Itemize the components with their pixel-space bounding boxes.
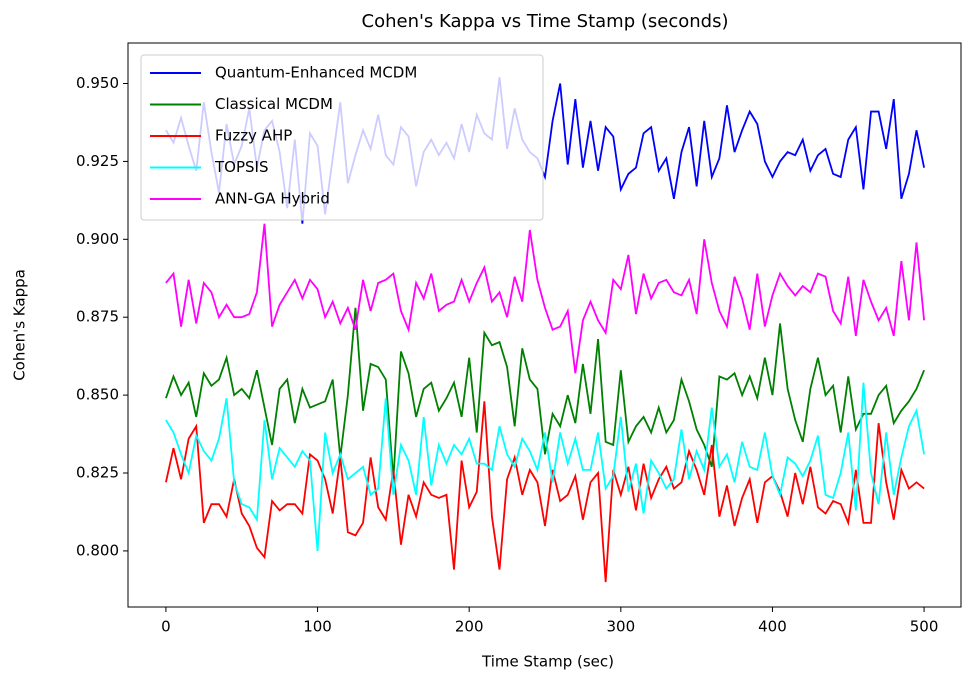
y-tick-label: 0.800 — [76, 541, 119, 559]
x-tick-label: 300 — [606, 618, 635, 636]
y-tick-label: 0.950 — [76, 74, 119, 92]
legend-label: TOPSIS — [214, 158, 268, 176]
legend-label: Fuzzy AHP — [215, 127, 292, 145]
y-tick-label: 0.925 — [76, 152, 119, 170]
series-line — [165, 223, 925, 374]
y-axis-label: Cohen's Kappa — [11, 269, 29, 381]
legend-label: Classical MCDM — [215, 95, 333, 113]
x-tick-label: 200 — [455, 618, 484, 636]
x-tick-label: 0 — [161, 618, 171, 636]
x-axis-label: Time Stamp (sec) — [481, 653, 614, 671]
legend-label: Quantum-Enhanced MCDM — [215, 64, 417, 82]
legend: Quantum-Enhanced MCDM Classical MCDM Fuzzy… — [140, 54, 544, 221]
y-tick-label: 0.825 — [76, 464, 119, 482]
legend-label: ANN-GA Hybrid — [215, 190, 330, 208]
x-tick-label: 500 — [910, 618, 939, 636]
y-tick-label: 0.875 — [76, 308, 119, 326]
series-line — [165, 401, 925, 583]
chart-title: Cohen's Kappa vs Time Stamp (seconds) — [362, 11, 729, 32]
series-line — [165, 382, 925, 551]
series-line — [165, 307, 925, 480]
y-tick-label: 0.900 — [76, 230, 119, 248]
x-tick-label: 100 — [303, 618, 332, 636]
y-tick-label: 0.850 — [76, 386, 119, 404]
legend-box — [140, 54, 544, 221]
x-tick-label: 400 — [758, 618, 787, 636]
plot-frame — [127, 42, 962, 608]
